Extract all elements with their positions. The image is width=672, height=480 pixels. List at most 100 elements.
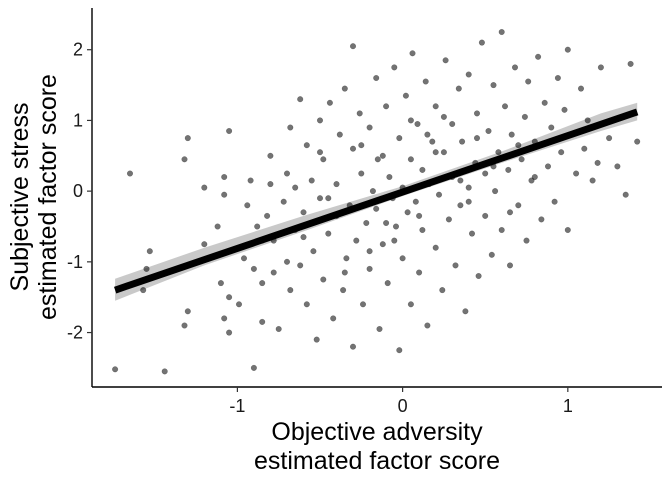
data-point <box>244 202 251 209</box>
data-point <box>325 230 332 237</box>
data-point <box>341 85 348 92</box>
x-axis-title-line-1: Objective adversity <box>271 418 483 446</box>
data-point <box>506 209 514 216</box>
data-point <box>313 336 320 343</box>
data-point <box>518 156 525 163</box>
data-point <box>126 170 134 177</box>
data-point <box>283 258 291 265</box>
data-point <box>465 198 472 205</box>
data-point <box>416 269 423 276</box>
fit-line-layer <box>113 108 639 294</box>
data-point <box>250 364 257 371</box>
data-point <box>270 269 277 276</box>
data-point <box>465 71 472 78</box>
data-point <box>366 124 373 131</box>
data-point <box>490 82 497 89</box>
data-point <box>622 191 629 198</box>
data-point <box>523 237 530 244</box>
data-point <box>112 366 119 373</box>
x-tick-label: 1 <box>563 396 573 416</box>
y-tick-label: 2 <box>73 40 83 60</box>
data-point <box>440 149 447 156</box>
data-point <box>333 181 340 188</box>
data-point <box>488 251 495 258</box>
data-point <box>316 195 324 202</box>
data-point <box>558 149 565 156</box>
data-point <box>383 219 390 227</box>
data-point <box>353 237 360 244</box>
x-axis-title-line-2: estimated factor score <box>254 447 500 475</box>
data-point <box>432 103 439 110</box>
data-point <box>287 124 294 131</box>
data-point <box>402 92 409 99</box>
data-point <box>247 177 254 184</box>
data-point <box>181 156 188 163</box>
data-point <box>379 152 386 159</box>
regression-line <box>113 108 639 294</box>
data-point <box>521 113 528 120</box>
data-point <box>292 184 299 191</box>
data-point <box>373 74 380 82</box>
data-point <box>308 177 315 184</box>
data-point <box>336 131 343 138</box>
data-point <box>300 209 307 216</box>
data-point <box>287 287 294 294</box>
data-point <box>564 46 571 53</box>
data-point <box>634 138 641 145</box>
y-tick-label: 1 <box>73 110 83 130</box>
data-point <box>359 301 367 308</box>
data-point <box>416 212 423 219</box>
data-point <box>316 117 324 124</box>
data-point <box>358 142 365 149</box>
data-point <box>554 74 561 82</box>
data-point <box>462 308 469 315</box>
y-axis-title-line-2: estimated factor score <box>34 74 62 320</box>
y-tick-label: 0 <box>73 181 83 201</box>
data-point <box>525 78 532 85</box>
data-point <box>383 103 390 110</box>
data-point <box>297 96 304 103</box>
data-point <box>374 156 381 163</box>
data-point <box>528 177 535 184</box>
data-point <box>226 294 233 301</box>
data-point <box>349 43 357 50</box>
data-point <box>561 106 568 113</box>
data-point <box>399 255 406 262</box>
data-point <box>358 170 365 177</box>
data-point <box>589 177 596 184</box>
data-point <box>366 248 373 255</box>
data-point <box>320 276 327 283</box>
y-tick-label: -1 <box>67 252 83 272</box>
data-point <box>515 142 522 149</box>
data-point <box>221 315 228 322</box>
data-point <box>544 163 552 170</box>
data-point <box>468 230 476 237</box>
data-point <box>597 64 604 71</box>
y-axis-title: Subjective stress estimated factor score <box>6 74 62 320</box>
data-point <box>492 188 499 195</box>
data-point <box>283 170 291 177</box>
data-point <box>594 159 601 166</box>
data-point <box>396 135 403 142</box>
data-point <box>473 135 481 142</box>
data-point <box>505 166 512 173</box>
data-point <box>161 368 168 375</box>
data-point <box>254 223 261 230</box>
data-point <box>250 265 257 272</box>
data-point <box>366 265 373 272</box>
data-point <box>551 198 558 205</box>
x-axis-ticks: -1 0 1 <box>229 387 573 416</box>
data-point <box>391 237 398 244</box>
data-point <box>419 226 426 234</box>
data-point <box>424 322 431 329</box>
data-point <box>475 272 482 280</box>
data-point <box>564 226 571 234</box>
data-point <box>303 142 310 149</box>
data-point <box>432 149 439 156</box>
data-point <box>275 325 282 333</box>
data-point <box>457 202 464 209</box>
data-point <box>432 244 439 251</box>
data-point <box>356 110 363 117</box>
data-point <box>267 181 274 188</box>
